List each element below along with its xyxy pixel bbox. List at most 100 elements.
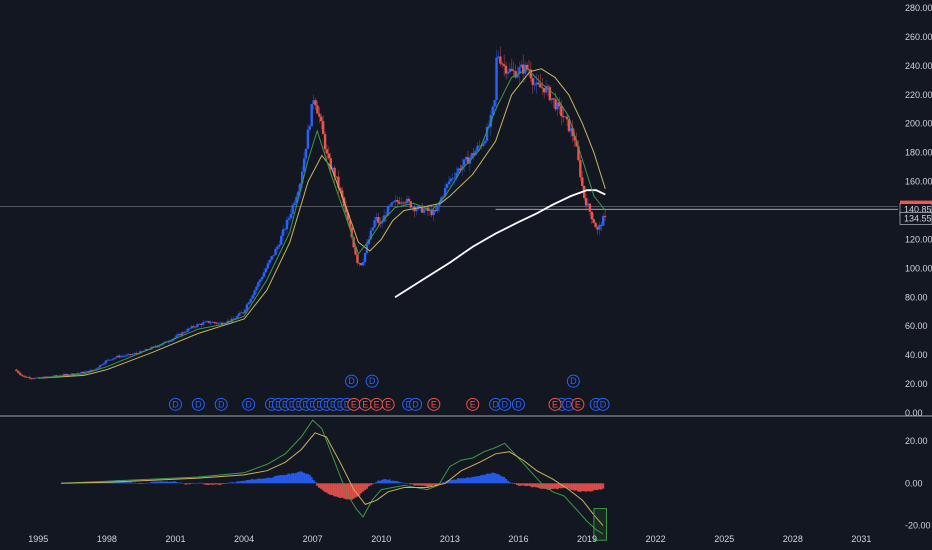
candle — [20, 374, 24, 376]
candle — [207, 321, 211, 323]
candle — [523, 64, 527, 74]
histogram-bar — [493, 472, 496, 484]
earnings-marker[interactable]: E — [548, 397, 562, 411]
dividend-marker-label: D — [282, 399, 289, 409]
price-tick-label: 100.00 — [905, 263, 932, 273]
price-axis[interactable]: 0.00 20.00 40.00 60.00 80.00 100.00 120.00 140.… — [899, 3, 932, 530]
earnings-marker[interactable]: E — [466, 397, 480, 411]
candle — [17, 371, 20, 374]
histogram-bar — [251, 479, 254, 484]
candle — [308, 126, 312, 130]
histogram-bar — [569, 483, 572, 490]
candle — [224, 323, 228, 324]
earnings-marker[interactable]: E — [381, 397, 395, 411]
dividend-marker[interactable]: D — [498, 397, 512, 411]
candle — [573, 136, 576, 141]
macd-pane[interactable] — [61, 419, 607, 541]
histogram-bar — [197, 482, 201, 484]
green-ma-line[interactable] — [38, 68, 606, 379]
earnings-marker[interactable]: E — [347, 397, 361, 411]
histogram-bar — [285, 474, 288, 484]
histogram-bar — [434, 483, 437, 486]
candle — [436, 205, 439, 212]
earnings-marker[interactable]: E — [571, 397, 585, 411]
dividend-marker[interactable]: D — [409, 397, 423, 411]
histogram-bar — [125, 482, 128, 484]
candle — [577, 146, 580, 161]
histogram-bar — [485, 473, 489, 484]
dividend-marker[interactable]: D — [345, 374, 359, 388]
white-ma-line[interactable] — [394, 189, 606, 299]
candle — [102, 363, 106, 365]
candle — [18, 373, 22, 375]
candle — [575, 140, 578, 147]
histogram-bar — [550, 483, 553, 489]
histogram-bar — [138, 483, 142, 484]
signal-line[interactable] — [61, 432, 604, 526]
candle — [356, 254, 359, 263]
earnings-marker-label: E — [351, 399, 357, 409]
candle — [556, 102, 559, 110]
dividend-marker[interactable]: D — [596, 397, 610, 411]
candle — [316, 105, 319, 114]
histogram-bar — [270, 477, 273, 484]
histogram-bar — [596, 483, 599, 491]
macd-line[interactable] — [61, 419, 604, 535]
histogram-bar — [527, 483, 530, 486]
histogram-bar — [319, 483, 323, 489]
histogram-bar — [598, 483, 601, 490]
histogram-bar — [582, 483, 586, 492]
dividend-marker[interactable]: D — [566, 374, 580, 388]
price-pane[interactable]: D D D D D D D D D D D D D D D D D D D D D D D D DD D DE E E E E E E E — [0, 46, 898, 411]
histogram-bar — [169, 481, 172, 484]
time-axis[interactable]: 1995 1998 2001 2004 2007 2010 2013 2016 2019 2022… — [28, 534, 871, 544]
candle — [177, 334, 180, 336]
dividend-marker[interactable]: D — [168, 397, 182, 411]
time-tick-label: 2022 — [646, 534, 666, 544]
candle — [114, 357, 117, 359]
histogram-bar — [373, 483, 376, 484]
earnings-marker[interactable]: E — [370, 397, 384, 411]
candle — [278, 244, 281, 247]
candle — [554, 99, 557, 110]
histogram-bar — [205, 483, 208, 485]
dividend-marker[interactable]: D — [242, 397, 256, 411]
candle — [249, 298, 252, 303]
candle — [276, 246, 279, 249]
candle — [352, 237, 355, 248]
dividend-marker[interactable]: D — [191, 397, 205, 411]
candle — [550, 98, 553, 101]
histogram-bar — [279, 475, 283, 484]
price-tick-label: 0.00 — [905, 408, 923, 418]
price-tick-label: 200.00 — [905, 119, 932, 129]
candle — [539, 84, 542, 88]
earnings-marker[interactable]: E — [427, 397, 441, 411]
histogram-bar — [331, 483, 334, 496]
candle — [445, 184, 449, 188]
highlight-box[interactable] — [593, 508, 607, 541]
dividend-marker[interactable]: D — [511, 397, 525, 411]
candle — [354, 247, 357, 255]
candle — [186, 328, 190, 332]
candle — [108, 359, 111, 361]
earnings-marker[interactable]: E — [358, 397, 372, 411]
histogram-bar — [476, 476, 479, 484]
histogram-bar — [245, 480, 248, 484]
yellow-ma-line[interactable] — [38, 68, 606, 379]
dividend-marker[interactable]: D — [214, 397, 228, 411]
histogram-bar — [255, 479, 258, 484]
histogram-bar — [228, 482, 231, 484]
histogram-bar — [439, 482, 443, 484]
histogram-bar — [338, 483, 342, 498]
candle — [373, 220, 376, 228]
candle — [129, 354, 132, 355]
histogram-bar — [375, 482, 378, 484]
histogram-bar — [510, 482, 513, 484]
candle — [291, 205, 294, 215]
histogram-bar — [298, 471, 302, 484]
dividend-marker[interactable]: D — [365, 374, 379, 388]
candle — [118, 355, 121, 358]
histogram-bar — [514, 483, 517, 485]
earnings-marker-circle — [381, 397, 395, 411]
